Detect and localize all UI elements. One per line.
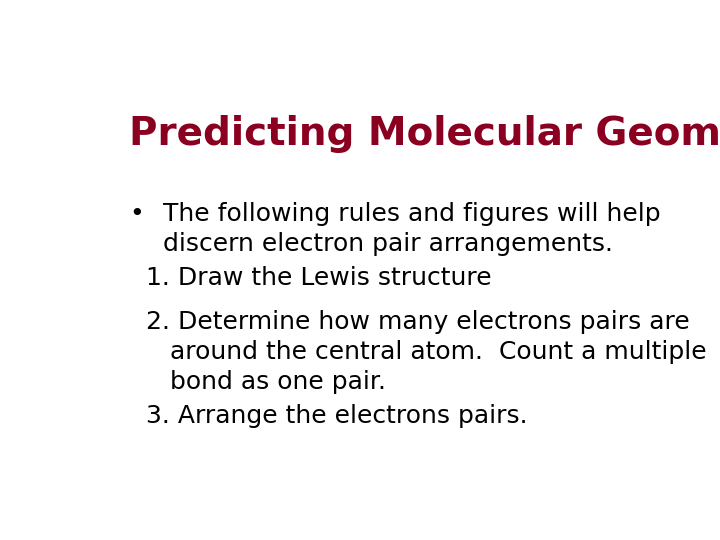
Text: •: • <box>129 202 144 226</box>
Text: The following rules and figures will help
discern electron pair arrangements.: The following rules and figures will hel… <box>163 202 660 256</box>
Text: 3. Arrange the electrons pairs.: 3. Arrange the electrons pairs. <box>145 404 528 428</box>
Text: 2. Determine how many electrons pairs are
   around the central atom.  Count a m: 2. Determine how many electrons pairs ar… <box>145 310 706 394</box>
Text: Predicting Molecular Geometry: Predicting Molecular Geometry <box>129 114 720 153</box>
Text: 1. Draw the Lewis structure: 1. Draw the Lewis structure <box>145 266 492 291</box>
